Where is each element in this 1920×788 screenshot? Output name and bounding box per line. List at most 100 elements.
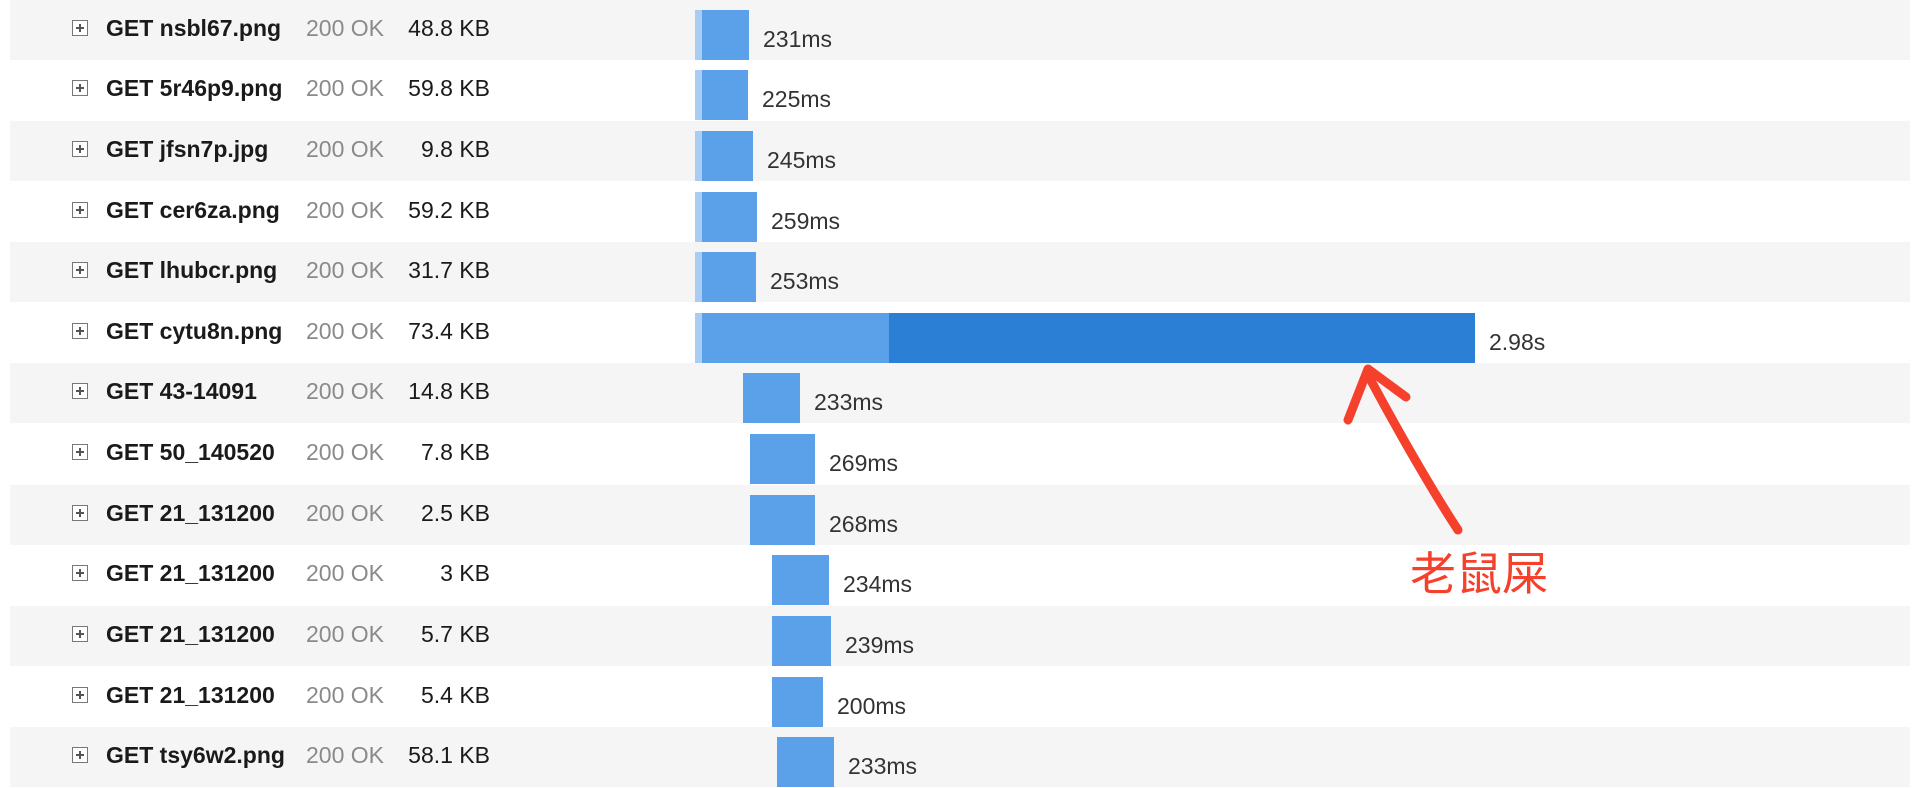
request-status: 200 OK [306,197,384,223]
request-row[interactable]: GET nsbl67.png 200 OK 48.8 KB 231ms [10,0,1910,60]
request-row[interactable]: GET cytu8n.png 200 OK 73.4 KB 2.98s [10,303,1910,363]
request-row[interactable]: GET jfsn7p.jpg 200 OK 9.8 KB 245ms [10,121,1910,181]
request-duration: 269ms [829,450,899,476]
request-status: 200 OK [306,136,384,162]
request-duration: 200ms [837,693,907,719]
request-row[interactable]: GET 21_131200 200 OK 3 KB 234ms [10,545,1910,605]
request-url: GET cytu8n.png [106,318,283,344]
expand-plus-icon[interactable] [72,262,88,278]
request-row[interactable]: GET 43-14091 200 OK 14.8 KB 233ms [10,363,1910,423]
request-duration: 234ms [843,571,913,597]
request-duration: 253ms [770,268,840,294]
timing-bar[interactable] [695,313,1475,363]
expand-plus-icon[interactable] [72,141,88,157]
request-row[interactable]: GET 21_131200 200 OK 5.7 KB 239ms [10,606,1910,666]
request-size: 7.8 KB [420,439,490,465]
request-url: GET jfsn7p.jpg [106,136,269,162]
timing-bar[interactable] [695,252,756,302]
timing-bar[interactable] [743,373,800,423]
expand-plus-icon[interactable] [72,323,88,339]
request-url: GET lhubcr.png [106,257,278,283]
request-url: GET nsbl67.png [106,15,282,41]
request-status: 200 OK [306,378,384,404]
timing-bar[interactable] [695,192,757,242]
request-duration: 225ms [762,86,832,112]
timing-bar[interactable] [695,131,753,181]
timing-bar-wait-segment [695,252,702,302]
timing-bar[interactable] [695,70,748,120]
request-status: 200 OK [306,682,384,708]
expand-plus-icon[interactable] [72,747,88,763]
request-row[interactable]: GET 21_131200 200 OK 5.4 KB 200ms [10,667,1910,727]
timing-bar[interactable] [772,677,823,727]
request-url: GET 21_131200 [106,500,275,526]
request-status: 200 OK [306,560,384,586]
request-status: 200 OK [306,439,384,465]
expand-plus-icon[interactable] [72,565,88,581]
request-size: 73.4 KB [408,318,490,344]
request-url: GET 21_131200 [106,682,275,708]
request-url: GET 5r46p9.png [106,75,283,101]
request-row[interactable]: GET 5r46p9.png 200 OK 59.8 KB 225ms [10,60,1910,120]
request-size: 48.8 KB [408,15,490,41]
request-size: 3 KB [440,560,490,586]
expand-plus-icon[interactable] [72,505,88,521]
timing-bar-receive-segment [889,313,1475,363]
request-size: 9.8 KB [420,136,490,162]
expand-plus-icon[interactable] [72,20,88,36]
request-status: 200 OK [306,500,384,526]
request-duration: 259ms [771,208,841,234]
request-status: 200 OK [306,257,384,283]
timing-bar[interactable] [777,737,834,787]
timing-bar-wait-segment [695,70,702,120]
request-row[interactable]: GET tsy6w2.png 200 OK 58.1 KB 233ms [10,727,1910,787]
request-size: 5.4 KB [420,682,490,708]
expand-plus-icon[interactable] [72,687,88,703]
request-status: 200 OK [306,318,384,344]
request-duration: 239ms [845,632,915,658]
request-duration: 268ms [829,511,899,537]
request-row[interactable]: GET 21_131200 200 OK 2.5 KB 268ms [10,485,1910,545]
request-size: 58.1 KB [408,742,490,768]
expand-plus-icon[interactable] [72,383,88,399]
request-url: GET 21_131200 [106,621,275,647]
request-row[interactable]: GET cer6za.png 200 OK 59.2 KB 259ms [10,182,1910,242]
request-row[interactable]: GET 50_140520 200 OK 7.8 KB 269ms [10,424,1910,484]
timing-bar-wait-segment [695,192,702,242]
request-status: 200 OK [306,621,384,647]
request-size: 2.5 KB [420,500,490,526]
timing-bar[interactable] [695,10,749,60]
request-row[interactable]: GET lhubcr.png 200 OK 31.7 KB 253ms [10,242,1910,302]
request-duration: 233ms [848,753,918,779]
request-url: GET tsy6w2.png [106,742,285,768]
request-duration: 2.98s [1489,329,1546,355]
timing-bar-wait-segment [695,131,702,181]
request-status: 200 OK [306,75,384,101]
expand-plus-icon[interactable] [72,80,88,96]
timing-bar-wait-segment [695,313,702,363]
timing-bar[interactable] [750,495,815,545]
request-url: GET 43-14091 [106,378,257,404]
request-duration: 233ms [814,389,884,415]
expand-plus-icon[interactable] [72,626,88,642]
request-status: 200 OK [306,15,384,41]
timing-bar[interactable] [750,434,815,484]
request-size: 14.8 KB [408,378,490,404]
annotation-label: 老鼠屎 [1410,548,1548,600]
request-duration: 245ms [767,147,837,173]
expand-plus-icon[interactable] [72,202,88,218]
timing-bar[interactable] [772,616,831,666]
request-url: GET 50_140520 [106,439,275,465]
timing-bar-wait-segment [695,10,702,60]
request-size: 5.7 KB [420,621,490,647]
request-url: GET 21_131200 [106,560,275,586]
expand-plus-icon[interactable] [72,444,88,460]
request-size: 31.7 KB [408,257,490,283]
annotation-arrow [1343,364,1463,535]
request-url: GET cer6za.png [106,197,280,223]
request-duration: 231ms [763,26,833,52]
request-size: 59.2 KB [408,197,490,223]
request-status: 200 OK [306,742,384,768]
request-size: 59.8 KB [408,75,490,101]
timing-bar[interactable] [772,555,829,605]
